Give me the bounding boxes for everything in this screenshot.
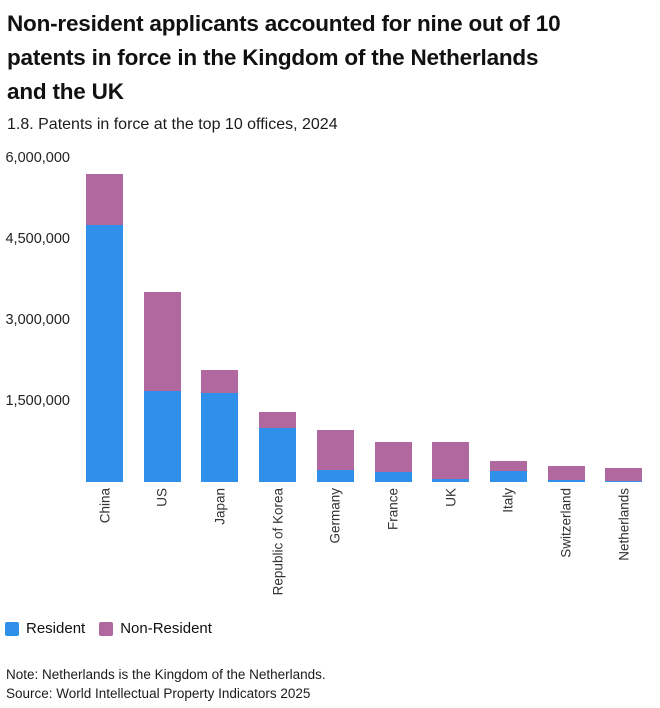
- bar-segment-resident-france: [374, 472, 412, 482]
- bar-segment-resident-japan: [201, 392, 239, 482]
- resident-swatch: [5, 621, 19, 636]
- bar-segment-resident-china: [86, 224, 123, 482]
- page-title-line-2: patents in force in the Kingdom of the N…: [7, 45, 539, 70]
- y-tick-label: 4,500,000: [5, 231, 70, 247]
- page-title: Non-resident applicants accounted for ni…: [7, 7, 652, 109]
- page-title-line-1: Non-resident applicants accounted for ni…: [7, 11, 561, 36]
- x-axis-label-germany: Germany: [327, 488, 343, 544]
- bar-segment-non-resident-republic-of-korea: [259, 411, 297, 428]
- x-axis-label-france: France: [385, 488, 401, 531]
- y-tick-label: 6,000,000: [5, 150, 70, 166]
- x-axis-label-switzerland: Switzerland: [558, 488, 574, 558]
- bar-segment-resident-italy: [489, 470, 527, 482]
- bar-segment-non-resident-japan: [201, 369, 239, 393]
- stacked-bar-china: [86, 173, 123, 482]
- x-axis-label-uk: UK: [443, 488, 459, 507]
- bar-segment-non-resident-germany: [316, 430, 354, 470]
- stacked-bar-us: [143, 292, 181, 482]
- bar-segment-non-resident-switzerland: [547, 465, 585, 481]
- stacked-bar-netherlands: [605, 467, 643, 482]
- patents-in-force-chart: 1,500,000 3,000,000 4,500,000 6,000,000 Chi…: [5, 150, 643, 596]
- bar-segment-non-resident-china: [86, 173, 123, 225]
- legend-label-non-resident: Non-Resident: [120, 620, 212, 637]
- bar-segment-resident-germany: [316, 469, 354, 482]
- x-axis-label-china: China: [97, 488, 112, 524]
- y-tick-label: 1,500,000: [5, 393, 70, 409]
- bar-segment-non-resident-italy: [489, 460, 527, 471]
- chart-legend: Resident Non-Resident: [5, 620, 212, 637]
- stacked-bar-uk: [432, 441, 470, 483]
- source-text: Source: World Intellectual Property Indi…: [6, 686, 311, 701]
- page-title-line-3: and the UK: [7, 79, 124, 104]
- legend-item-resident: Resident: [5, 620, 85, 637]
- bar-segment-resident-us: [143, 390, 181, 482]
- chart-subtitle: 1.8. Patents in force at the top 10 offi…: [7, 116, 338, 133]
- chart-footer: Note: Netherlands is the Kingdom of the …: [6, 665, 326, 703]
- stacked-bar-germany: [316, 430, 354, 482]
- stacked-bar-switzerland: [547, 465, 585, 482]
- bar-segment-resident-switzerland: [547, 480, 585, 482]
- bar-segment-non-resident-us: [143, 292, 181, 391]
- bar-segment-non-resident-france: [374, 441, 412, 473]
- x-axis-label-italy: Italy: [500, 488, 516, 513]
- y-tick-label: 3,000,000: [5, 312, 70, 328]
- bar-segment-resident-netherlands: [605, 480, 643, 482]
- stacked-bar-japan: [201, 369, 239, 482]
- stacked-bar-republic-of-korea: [259, 411, 297, 482]
- x-axis-label-netherlands: Netherlands: [616, 488, 632, 561]
- x-axis-label-japan: Japan: [212, 488, 228, 525]
- note-text: Note: Netherlands is the Kingdom of the …: [6, 667, 326, 682]
- legend-label-resident: Resident: [26, 620, 86, 637]
- bar-segment-non-resident-uk: [432, 441, 470, 479]
- bar-segment-non-resident-netherlands: [605, 467, 643, 481]
- legend-item-non-resident: Non-Resident: [99, 620, 212, 637]
- stacked-bar-italy: [489, 460, 527, 482]
- x-axis-label-republic-of-korea: Republic of Korea: [270, 488, 286, 596]
- non-resident-swatch: [99, 621, 114, 636]
- bar-segment-resident-republic-of-korea: [259, 427, 297, 482]
- stacked-bar-france: [374, 441, 412, 483]
- x-axis-label-us: US: [154, 488, 170, 507]
- bar-segment-resident-uk: [432, 478, 470, 482]
